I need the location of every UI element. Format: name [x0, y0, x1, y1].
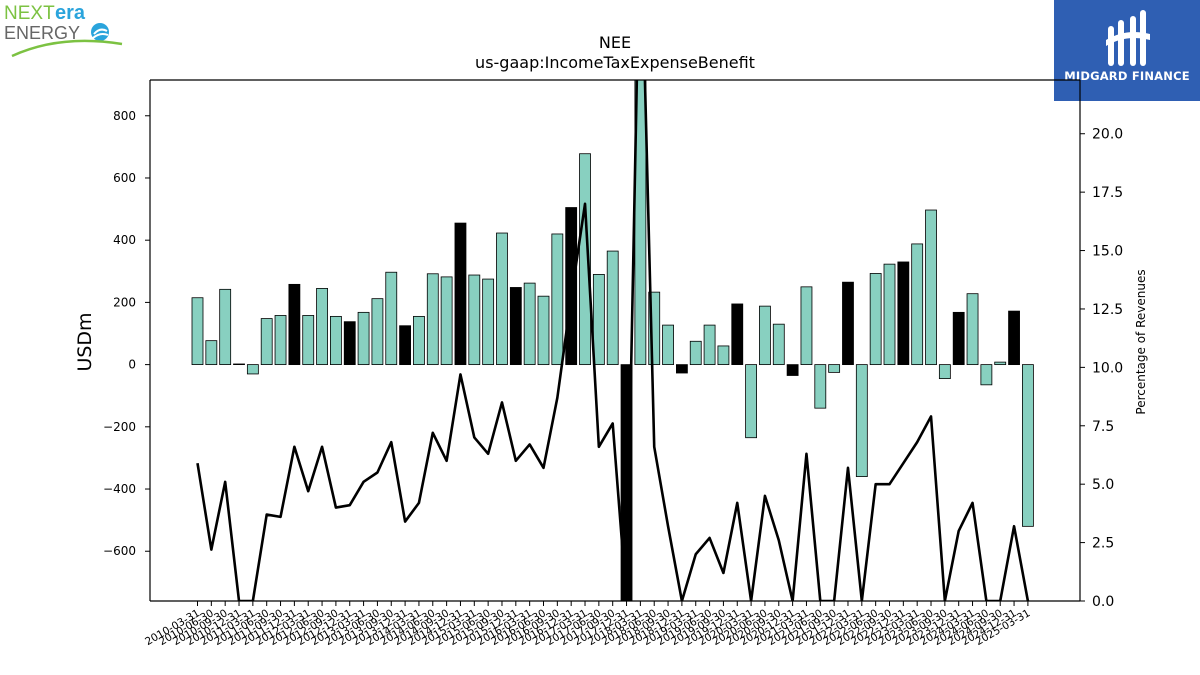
chart-subtitle: us-gaap:IncomeTaxExpenseBenefit — [475, 53, 755, 72]
bar-2013-06-30 — [371, 298, 384, 366]
bar-2010-03-31 — [191, 297, 204, 366]
bar-2015-06-30 — [482, 278, 495, 366]
bar-2014-06-30 — [426, 273, 439, 366]
y-right-tick-label: 7.5 — [1092, 419, 1114, 435]
bar-2014-03-31 — [413, 315, 425, 366]
nextera-energy-logo: NEXT era ENERGY — [0, 0, 130, 62]
bar-2019-12-31 — [731, 303, 744, 366]
bar-2017-03-31 — [579, 153, 591, 366]
bar-2015-09-30 — [496, 232, 508, 366]
y-right-tick-label: 5.0 — [1092, 477, 1114, 493]
bar-2011-12-31 — [288, 283, 301, 366]
y-tick-label: 400 — [113, 233, 136, 247]
bar-2018-09-30 — [662, 324, 674, 366]
y-axis-left-ticks: −600 −400 −200 0 200 400 600 800 — [103, 109, 150, 558]
bar-2021-06-30 — [814, 364, 827, 409]
y-right-tick-label: 2.5 — [1092, 536, 1114, 552]
bar-2010-12-31 — [233, 363, 245, 366]
bar-2011-09-30 — [274, 315, 287, 366]
midgard-finance-logo: MIDGARD FINANCE — [1054, 0, 1200, 101]
bar-2012-06-30 — [316, 287, 328, 366]
chart-title: NEE — [599, 33, 631, 52]
bar-2012-12-31 — [343, 321, 356, 365]
nextera-logo-era: era — [55, 2, 86, 24]
midgard-logo-text: MIDGARD FINANCE — [1064, 69, 1190, 83]
bar-2022-12-31 — [897, 261, 910, 365]
bar-2021-12-31 — [842, 281, 854, 366]
y-right-tick-label: 12.5 — [1092, 302, 1123, 318]
bar-2023-12-31 — [952, 311, 965, 366]
bar-2020-12-31 — [786, 364, 799, 376]
bar-2018-06-30 — [648, 291, 661, 366]
bar-2010-09-30 — [219, 288, 232, 365]
bar-2024-12-31 — [1008, 310, 1020, 366]
bar-2024-03-31 — [966, 293, 979, 366]
bar-2020-06-30 — [759, 305, 771, 366]
bar-2013-12-31 — [399, 325, 412, 366]
bar-2016-12-31 — [565, 207, 578, 366]
bar-2016-06-30 — [537, 295, 550, 366]
y-tick-label: 200 — [113, 295, 136, 309]
bar-2010-06-30 — [205, 340, 218, 366]
bar-series — [191, 80, 1034, 601]
y-tick-label: 800 — [113, 109, 136, 123]
bar-2022-09-30 — [883, 263, 896, 366]
bar-2019-06-30 — [703, 324, 716, 366]
bar-2023-09-30 — [938, 364, 951, 380]
line-percentage-of-revenues — [196, 80, 1030, 601]
bar-2014-09-30 — [440, 276, 453, 366]
bar-2017-06-30 — [592, 273, 605, 365]
y-tick-label: −200 — [103, 420, 136, 434]
bar-2012-09-30 — [329, 315, 342, 366]
bar-2013-09-30 — [385, 271, 398, 366]
bar-2020-03-31 — [745, 364, 757, 439]
nextera-logo-energy: ENERGY — [4, 23, 80, 43]
bar-2011-03-31 — [246, 364, 259, 375]
bar-2022-03-31 — [855, 364, 868, 477]
bar-2024-09-30 — [994, 361, 1007, 366]
bar-2016-09-30 — [551, 233, 564, 366]
bar-2015-12-31 — [509, 287, 522, 366]
bar-2023-03-31 — [911, 243, 924, 366]
y-axis-label: USDm — [74, 312, 96, 371]
y-tick-label: −600 — [103, 544, 136, 558]
y-right-tick-label: 17.5 — [1092, 185, 1123, 201]
y-tick-label: −400 — [103, 482, 136, 496]
bar-2013-03-31 — [357, 311, 370, 366]
bar-2021-03-31 — [800, 286, 813, 365]
y-right-tick-label: 10.0 — [1092, 360, 1123, 376]
bar-2025-03-31 — [1022, 364, 1034, 527]
bar-2020-09-30 — [772, 323, 785, 366]
line-series — [196, 80, 1030, 601]
bar-2022-06-30 — [869, 273, 882, 366]
bar-2016-03-31 — [523, 282, 536, 365]
bar-2015-03-31 — [468, 274, 481, 366]
bar-2011-06-30 — [260, 318, 273, 366]
y-right-tick-label: 15.0 — [1092, 244, 1123, 260]
y-axis-right-ticks: 0.0 2.5 5.0 7.5 10.0 12.5 15.0 17.5 20.0 — [1080, 127, 1123, 610]
y-tick-label: 600 — [113, 171, 136, 185]
bar-2023-06-30 — [925, 209, 937, 366]
nextera-logo-swoosh-icon — [11, 39, 123, 58]
y-axis-right-label: Percentage of Revenues — [1134, 269, 1148, 414]
bar-2017-09-30 — [606, 250, 619, 366]
bar-2018-03-31 — [634, 80, 647, 366]
midgard-emblem-icon — [1106, 10, 1150, 66]
bar-2021-09-30 — [828, 364, 841, 373]
bar-2018-12-31 — [676, 364, 688, 374]
bar-2012-03-31 — [302, 315, 315, 366]
axes — [149, 79, 1081, 602]
bar-2019-09-30 — [717, 345, 730, 366]
bar-2019-03-31 — [689, 340, 702, 366]
nextera-logo-next: NEXT — [4, 3, 55, 24]
bar-2024-06-30 — [980, 364, 993, 386]
x-axis-ticks: 2010-03-312010-06-302010-09-302010-12-31… — [143, 601, 1032, 648]
bar-2014-12-31 — [454, 222, 467, 366]
y-tick-label: 0 — [128, 358, 136, 372]
y-right-tick-label: 0.0 — [1092, 594, 1114, 610]
y-right-tick-label: 20.0 — [1092, 127, 1123, 143]
